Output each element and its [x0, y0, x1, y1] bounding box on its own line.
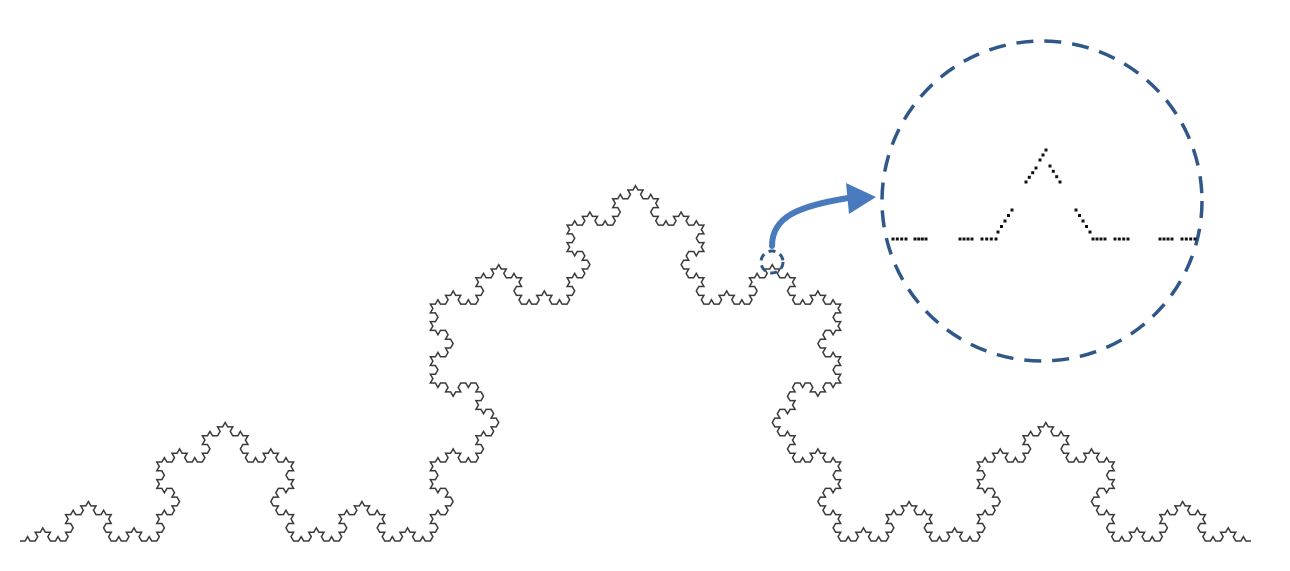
inset-dot [1113, 237, 1117, 241]
inset-dot [895, 237, 899, 241]
inset-dot [996, 230, 1000, 234]
inset-dot [900, 237, 904, 241]
inset-dot [1085, 225, 1088, 228]
inset-dot [1074, 208, 1078, 212]
inset-dot [980, 237, 984, 241]
koch-curve [20, 184, 1251, 542]
inset-dot [924, 237, 928, 241]
inset-dot [1158, 237, 1162, 241]
zoom-inset-circle [880, 39, 1204, 363]
inset-dot [1031, 171, 1035, 175]
inset-dot [1058, 180, 1062, 184]
inset-dot [1088, 230, 1092, 234]
inset-dot [917, 237, 921, 241]
inset-dot [1024, 180, 1028, 184]
inset-dot [958, 237, 962, 241]
inset-dot [1044, 148, 1048, 152]
inset-dot [1162, 237, 1166, 241]
inset-dot [1027, 175, 1031, 179]
zoom-arrow-shaft [769, 195, 851, 249]
inset-dot [1081, 219, 1085, 223]
highlight-marker-circle [759, 249, 785, 275]
zoom-inset-dotted-generator [891, 148, 1197, 241]
inset-dot [1189, 237, 1193, 241]
inset-dot [1003, 219, 1007, 223]
inset-dot [985, 237, 989, 241]
inset-dot [913, 237, 917, 241]
inset-dot [891, 237, 895, 241]
inset-dot [1048, 164, 1052, 168]
inset-dot [1010, 208, 1014, 212]
inset-dot [994, 237, 998, 241]
inset-dot [962, 237, 966, 241]
inset-dot [1091, 237, 1095, 241]
inset-dot [970, 237, 974, 241]
inset-dot [1007, 214, 1010, 217]
zoom-arrow-head [846, 183, 876, 214]
inset-dot [1099, 237, 1103, 241]
inset-dot [1034, 166, 1038, 170]
inset-dot [1078, 214, 1081, 217]
inset-dot [1055, 175, 1059, 179]
inset-dot [1041, 153, 1045, 157]
inset-dot [1180, 237, 1184, 241]
inset-dot [1122, 237, 1126, 241]
inset-dot [1051, 169, 1055, 173]
inset-dot [1000, 225, 1003, 228]
inset-dot [920, 237, 924, 241]
inset-dot [1038, 158, 1042, 162]
inset-dot [1170, 237, 1174, 241]
inset-dot [1184, 237, 1188, 241]
inset-dot [966, 237, 970, 241]
inset-dot [1126, 237, 1130, 241]
inset-dot [1117, 237, 1121, 241]
inset-dot [1103, 237, 1107, 241]
inset-dot [1166, 237, 1170, 241]
inset-dot [904, 237, 908, 241]
inset-dot [989, 237, 993, 241]
inset-dot [1193, 237, 1197, 241]
inset-dot [1095, 237, 1099, 241]
